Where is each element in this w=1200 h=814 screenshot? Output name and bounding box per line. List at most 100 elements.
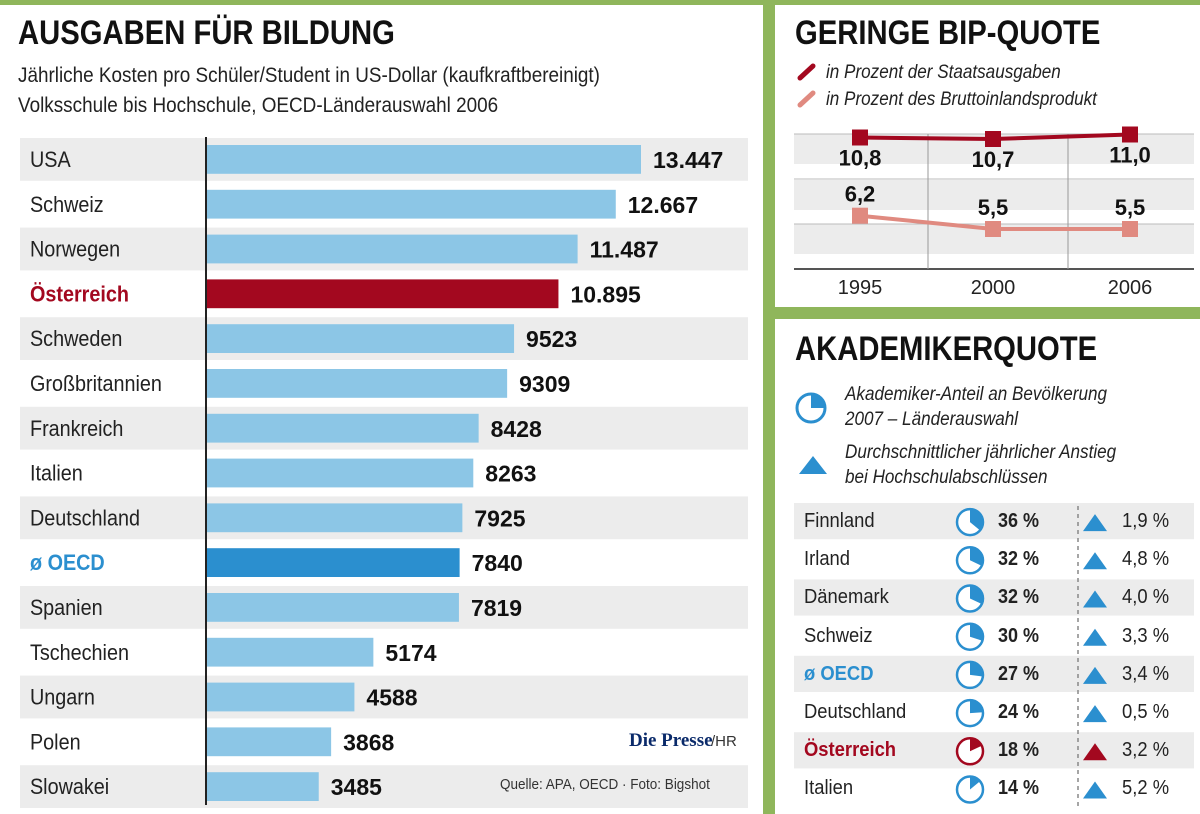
akademiker-country-label: Österreich	[804, 739, 897, 762]
bar	[206, 637, 374, 667]
akademiker-share-label: 27 %	[998, 662, 1040, 685]
akademiker-country-label: Irland	[804, 548, 851, 571]
share-pie-slice	[970, 661, 983, 677]
bar	[206, 548, 460, 577]
akademiker-increase-label: 4,0 %	[1122, 586, 1170, 609]
legend-increase-line1: Durchschnittlicher jährlicher Anstieg	[845, 442, 1117, 463]
bar	[206, 593, 459, 622]
category-label: Spanien	[30, 596, 103, 620]
legend-share-pie-icon	[795, 392, 827, 424]
akademiker-country-label: Schweiz	[804, 624, 873, 647]
category-label: Schweden	[30, 327, 122, 351]
bar	[206, 324, 515, 353]
bar	[206, 234, 578, 264]
point-label: 6,2	[845, 182, 876, 207]
bar	[206, 189, 616, 219]
value-label: 5174	[385, 640, 436, 666]
akademiker-table-graphics	[794, 503, 1194, 806]
value-label: 11.487	[590, 237, 659, 263]
legend-share-line2: 2007 – Länderauswahl	[845, 409, 1019, 430]
category-label: Schweiz	[30, 193, 104, 217]
share-pie-slice	[970, 700, 983, 714]
akademiker-share-label: 32 %	[998, 586, 1040, 609]
bar	[206, 727, 332, 757]
bildung-subtitle-line2: Volksschule bis Hochschule, OECD-Ländera…	[18, 94, 499, 117]
category-label: Slowakei	[30, 775, 109, 799]
category-label: Italien	[30, 462, 83, 486]
category-label: Ungarn	[30, 686, 95, 710]
increase-triangle	[1083, 743, 1107, 761]
row-shade	[794, 732, 1194, 769]
value-label: 8428	[491, 416, 542, 442]
share-pie-slice	[970, 738, 982, 752]
series-marker	[1122, 221, 1138, 237]
increase-triangle	[1083, 781, 1107, 799]
increase-triangle	[1083, 705, 1107, 723]
akademiker-country-label: Deutschland	[804, 701, 907, 723]
series-marker	[985, 221, 1001, 237]
akademiker-increase-label: 3,4 %	[1122, 662, 1170, 685]
row-shade	[794, 655, 1194, 692]
legend-share-line1: Akademiker-Anteil an Bevölkerung	[845, 384, 1108, 405]
point-label: 5,5	[978, 195, 1009, 220]
increase-triangle	[1083, 590, 1107, 608]
category-label: Norwegen	[30, 238, 120, 262]
bar	[206, 458, 474, 488]
bar	[206, 369, 508, 398]
series-marker	[1122, 126, 1138, 143]
akademiker-increase-label: 3,2 %	[1122, 739, 1170, 762]
x-tick-label: 2006	[1108, 277, 1153, 299]
bip-title: GERINGE BIP-QUOTE	[795, 14, 1101, 52]
value-label: 13.447	[653, 147, 723, 173]
series-marker	[985, 131, 1001, 147]
increase-triangle	[1083, 514, 1107, 532]
category-label: Österreich	[30, 282, 129, 306]
legend-bip-label: in Prozent des Bruttoinlandsprodukt	[826, 89, 1097, 110]
value-label: 8263	[485, 461, 536, 487]
author-credit: /HR	[711, 733, 737, 750]
bildung-title: AUSGABEN FÜR BILDUNG	[18, 14, 395, 52]
akademiker-share-label: 14 %	[998, 777, 1040, 800]
panel-separator-vertical	[763, 0, 775, 814]
value-label: 7840	[472, 550, 523, 576]
legend-staatsausgaben-label: in Prozent der Staatsausgaben	[826, 62, 1061, 83]
value-label: 7819	[471, 595, 522, 621]
bar	[206, 145, 641, 174]
bildung-subtitle-line1: Jährliche Kosten pro Schüler/Student in …	[18, 64, 600, 87]
akademiker-share-label: 36 %	[998, 510, 1040, 532]
akademiker-share-label: 18 %	[998, 739, 1040, 762]
row-shade	[794, 503, 1194, 540]
x-tick-label: 2000	[971, 277, 1016, 299]
bar	[206, 413, 479, 443]
akademiker-increase-label: 1,9 %	[1122, 510, 1170, 532]
category-label: ø OECD	[30, 551, 105, 575]
value-label: 12.667	[628, 192, 698, 218]
akademiker-increase-label: 5,2 %	[1122, 777, 1170, 800]
point-label: 11,0	[1109, 143, 1151, 168]
share-pie-slice	[970, 585, 983, 605]
panel-separator-horizontal	[775, 307, 1200, 319]
akademiker-share-label: 24 %	[998, 701, 1040, 723]
increase-triangle	[1083, 628, 1107, 646]
point-label: 5,5	[1115, 195, 1146, 220]
die-presse-logo: Die Presse	[629, 730, 713, 751]
grid-band	[794, 180, 1194, 210]
legend-bip-icon	[797, 90, 816, 108]
legend-increase-line2: bei Hochschulabschlüssen	[845, 467, 1048, 488]
point-label: 10,8	[839, 146, 882, 171]
akademiker-table: Finnland 36 % 1,9 % Irland 32 % 4,8 % Dänemark…	[780, 500, 1200, 814]
akademiker-increase-label: 0,5 %	[1122, 701, 1170, 723]
legend-staatsausgaben-icon	[797, 63, 816, 81]
bildung-bar-chart: USA 13.447 Schweiz 12.667 Norwegen 11.487 Öste…	[20, 137, 748, 808]
akademiker-title: AKADEMIKERQUOTE	[795, 330, 1098, 368]
value-label: 9309	[519, 371, 570, 397]
akademiker-increase-label: 3,3 %	[1122, 624, 1170, 647]
increase-triangle	[1083, 552, 1107, 570]
value-label: 9523	[526, 326, 577, 352]
row-shade	[794, 579, 1194, 616]
category-label: USA	[30, 148, 71, 172]
akademiker-country-label: ø OECD	[804, 662, 874, 685]
category-label: Großbritannien	[30, 372, 162, 396]
x-tick-label: 1995	[838, 277, 883, 299]
share-pie-slice	[970, 623, 983, 641]
